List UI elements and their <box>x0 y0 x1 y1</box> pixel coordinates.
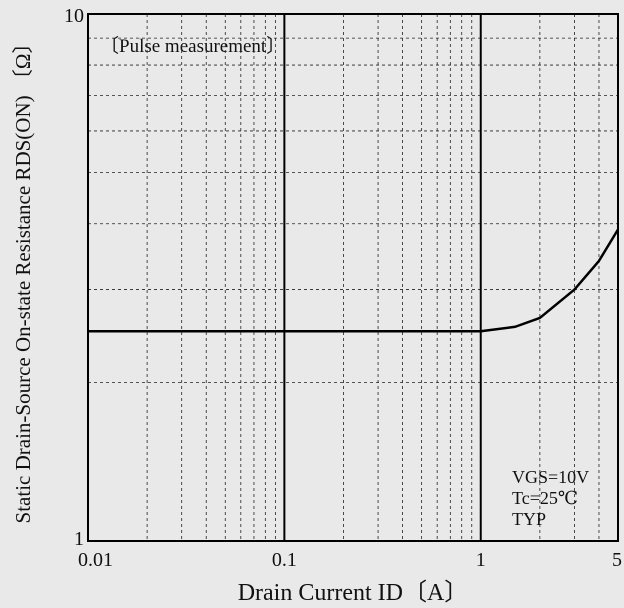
y-axis-label: Static Drain-Source On-state Resistance … <box>11 33 35 524</box>
y-tick-label: 10 <box>64 5 84 27</box>
plot-frame <box>87 13 619 542</box>
x-axis-label: Drain Current ID〔A〕 <box>238 580 469 606</box>
x-tick-label: 1 <box>476 549 486 571</box>
x-tick-label: 0.01 <box>78 549 113 571</box>
annotation: VGS=10V <box>512 467 589 487</box>
x-tick-label: 0.1 <box>272 549 297 571</box>
x-tick-label: 5 <box>612 549 622 571</box>
data-line <box>88 228 620 333</box>
y-tick-label: 1 <box>74 528 84 550</box>
annotation: 〔Pulse measurement〕 <box>100 35 285 57</box>
annotation: TYP <box>512 509 546 529</box>
annotation: Tc=25℃ <box>512 488 578 508</box>
